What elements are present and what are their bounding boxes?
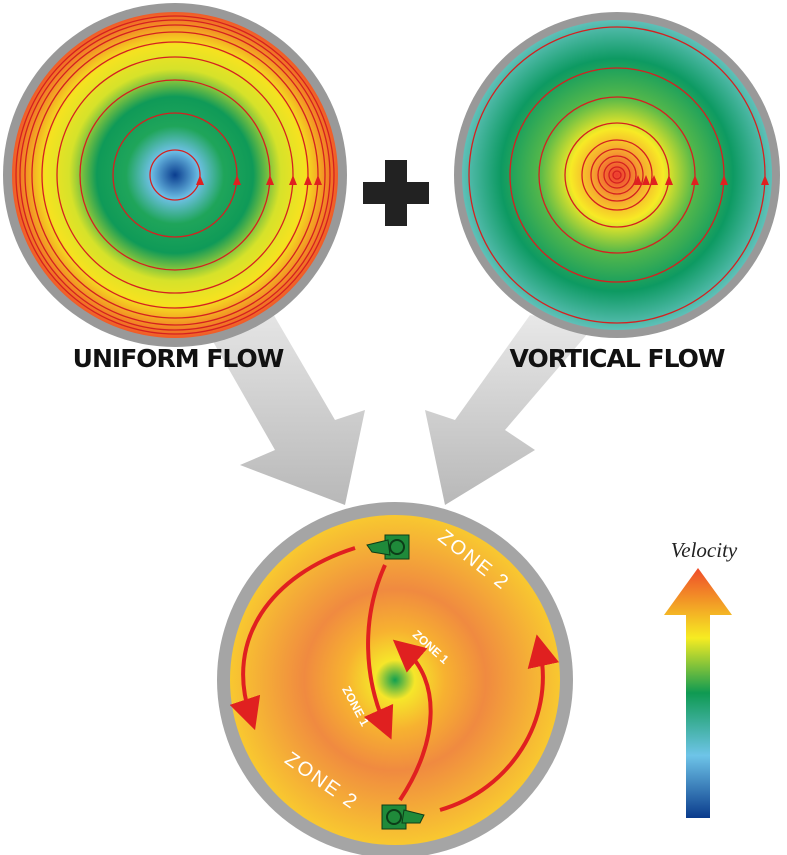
merge-arrow-left (195, 300, 365, 505)
merge-arrow-right (425, 315, 595, 505)
mixer-bottom (381, 804, 425, 830)
velocity-scale-arrow (664, 568, 732, 818)
vortical-flow-label: VORTICAL FLOW (510, 344, 725, 373)
mixer-top (366, 534, 410, 560)
plus-sign (363, 160, 429, 226)
uniform-flow-label: UNIFORM FLOW (73, 344, 284, 373)
legend-title: Velocity (671, 538, 738, 562)
resulting-flow-disc (217, 502, 573, 855)
vortical-flow-disc (454, 12, 780, 338)
uniform-flow-disc (3, 3, 347, 347)
